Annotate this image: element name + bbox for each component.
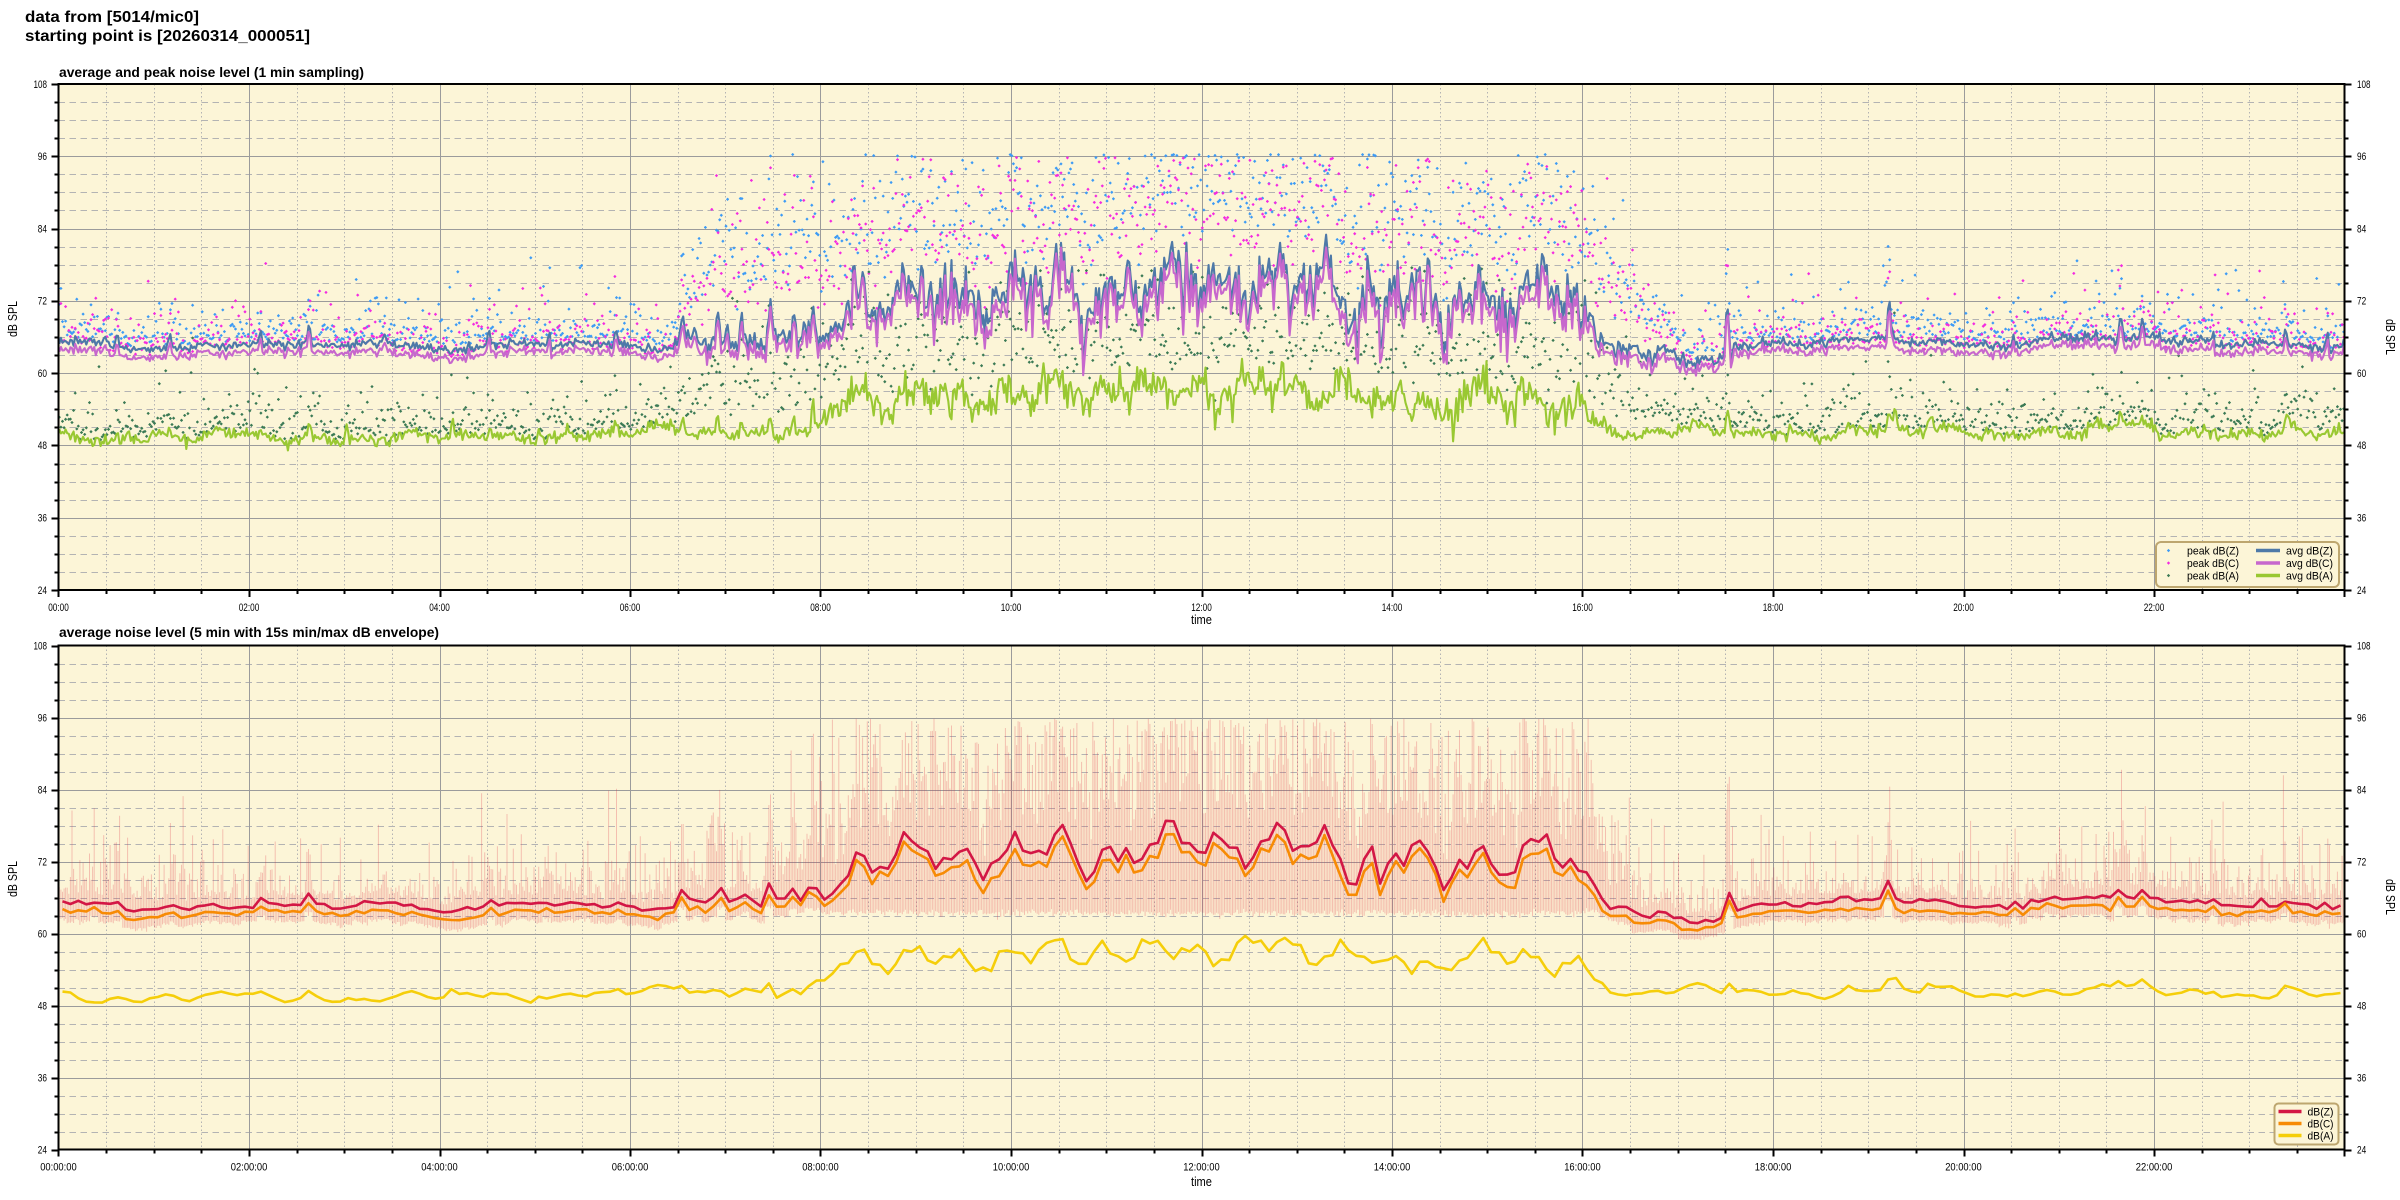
svg-text:36: 36 xyxy=(38,513,47,525)
svg-text:04:00: 04:00 xyxy=(429,602,450,614)
svg-text:00:00: 00:00 xyxy=(48,602,69,614)
svg-text:dB SPL: dB SPL xyxy=(6,861,20,897)
svg-text:14:00: 14:00 xyxy=(1382,602,1403,614)
svg-text:starting point is [20260314_00: starting point is [20260314_000051] xyxy=(25,28,310,45)
svg-text:72: 72 xyxy=(38,856,47,868)
svg-text:12:00:00: 12:00:00 xyxy=(1183,1162,1220,1174)
svg-text:dB SPL: dB SPL xyxy=(2383,319,2397,355)
svg-text:84: 84 xyxy=(2357,784,2366,796)
svg-text:10:00:00: 10:00:00 xyxy=(993,1162,1030,1174)
svg-text:108: 108 xyxy=(34,79,48,91)
svg-text:16:00:00: 16:00:00 xyxy=(1564,1162,1601,1174)
svg-text:data from [5014/mic0]: data from [5014/mic0] xyxy=(25,9,199,26)
svg-text:dB(A): dB(A) xyxy=(2308,1130,2334,1142)
svg-text:18:00:00: 18:00:00 xyxy=(1755,1162,1792,1174)
svg-text:20:00:00: 20:00:00 xyxy=(1945,1162,1982,1174)
svg-text:06:00: 06:00 xyxy=(620,602,641,614)
svg-text:72: 72 xyxy=(2357,856,2366,868)
svg-text:24: 24 xyxy=(38,585,47,597)
svg-text:02:00: 02:00 xyxy=(239,602,260,614)
svg-text:36: 36 xyxy=(38,1072,47,1084)
svg-text:22:00: 22:00 xyxy=(2144,602,2165,614)
svg-text:48: 48 xyxy=(38,1000,47,1012)
svg-text:08:00:00: 08:00:00 xyxy=(802,1162,839,1174)
svg-text:dB(Z): dB(Z) xyxy=(2308,1106,2334,1118)
svg-text:96: 96 xyxy=(38,151,47,163)
svg-text:06:00:00: 06:00:00 xyxy=(612,1162,649,1174)
svg-text:peak dB(Z): peak dB(Z) xyxy=(2187,545,2239,557)
svg-text:dB SPL: dB SPL xyxy=(6,301,20,337)
svg-text:24: 24 xyxy=(2357,1144,2366,1156)
svg-text:00:00:00: 00:00:00 xyxy=(40,1162,76,1174)
svg-text:average noise level (5 min wit: average noise level (5 min with 15s min/… xyxy=(59,625,439,640)
svg-text:time: time xyxy=(1191,1175,1212,1189)
svg-text:60: 60 xyxy=(2357,368,2366,380)
svg-text:108: 108 xyxy=(34,640,48,652)
svg-text:average and peak noise level (: average and peak noise level (1 min samp… xyxy=(59,65,364,80)
svg-text:18:00: 18:00 xyxy=(1763,602,1784,614)
svg-text:24: 24 xyxy=(2357,585,2366,597)
svg-text:02:00:00: 02:00:00 xyxy=(231,1162,267,1174)
svg-text:84: 84 xyxy=(38,784,47,796)
svg-text:96: 96 xyxy=(2357,712,2366,724)
svg-text:108: 108 xyxy=(2357,640,2371,652)
svg-text:60: 60 xyxy=(38,368,47,380)
svg-text:10:00: 10:00 xyxy=(1001,602,1022,614)
svg-text:36: 36 xyxy=(2357,1072,2366,1084)
svg-text:22:00:00: 22:00:00 xyxy=(2136,1162,2173,1174)
svg-text:12:00: 12:00 xyxy=(1191,602,1212,614)
svg-text:peak dB(C): peak dB(C) xyxy=(2187,558,2239,570)
svg-text:108: 108 xyxy=(2357,79,2371,91)
svg-text:36: 36 xyxy=(2357,513,2366,525)
svg-text:72: 72 xyxy=(38,296,47,308)
svg-text:20:00: 20:00 xyxy=(1953,602,1974,614)
svg-text:24: 24 xyxy=(38,1144,47,1156)
svg-text:48: 48 xyxy=(38,440,47,452)
svg-text:96: 96 xyxy=(2357,151,2366,163)
svg-text:96: 96 xyxy=(38,712,47,724)
svg-text:72: 72 xyxy=(2357,296,2366,308)
svg-text:dB(C): dB(C) xyxy=(2308,1118,2334,1130)
svg-text:08:00: 08:00 xyxy=(810,602,831,614)
svg-text:48: 48 xyxy=(2357,1000,2366,1012)
svg-text:60: 60 xyxy=(38,928,47,940)
svg-text:60: 60 xyxy=(2357,928,2366,940)
svg-text:avg dB(A): avg dB(A) xyxy=(2286,570,2333,582)
svg-text:14:00:00: 14:00:00 xyxy=(1374,1162,1411,1174)
svg-text:16:00: 16:00 xyxy=(1572,602,1593,614)
svg-text:48: 48 xyxy=(2357,440,2366,452)
svg-text:dB SPL: dB SPL xyxy=(2383,879,2397,915)
svg-text:84: 84 xyxy=(38,223,47,235)
svg-text:time: time xyxy=(1191,613,1212,627)
svg-text:avg dB(C): avg dB(C) xyxy=(2286,558,2333,570)
svg-text:84: 84 xyxy=(2357,223,2366,235)
svg-text:04:00:00: 04:00:00 xyxy=(421,1162,458,1174)
svg-text:avg dB(Z): avg dB(Z) xyxy=(2286,545,2333,557)
svg-text:peak dB(A): peak dB(A) xyxy=(2187,570,2239,582)
